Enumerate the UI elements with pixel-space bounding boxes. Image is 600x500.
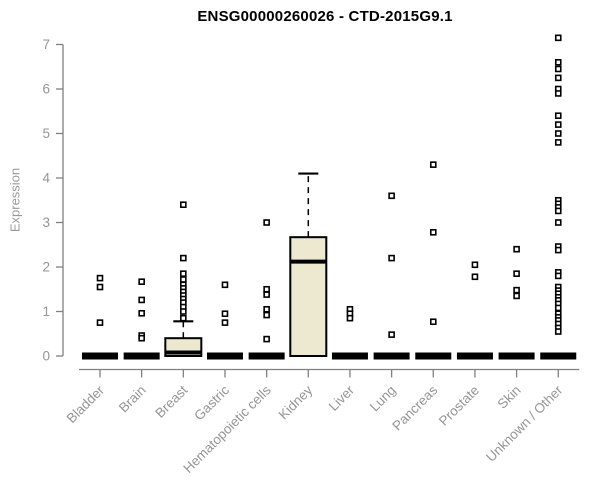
- outlier-point: [221, 319, 229, 326]
- y-tick-label: 7: [42, 37, 50, 52]
- x-category-label: Lung: [367, 383, 399, 415]
- y-tick-label: 1: [42, 304, 50, 319]
- collapsed-box: [540, 352, 577, 360]
- outlier-point: [138, 296, 145, 304]
- x-category-label: Gastric: [191, 382, 232, 423]
- outlier-point: [180, 314, 187, 322]
- y-tick-label: 0: [42, 349, 50, 364]
- outlier-point: [180, 201, 187, 208]
- collapsed-box: [123, 352, 160, 360]
- outlier-point: [263, 219, 270, 226]
- outlier-point: [554, 121, 562, 128]
- x-category-label: Bladder: [64, 382, 108, 426]
- collapsed-box: [331, 352, 368, 360]
- collapsed-box: [456, 352, 493, 360]
- outlier-point: [263, 335, 270, 343]
- outlier-point: [471, 261, 479, 269]
- x-category-label: Prostate: [436, 383, 482, 429]
- outlier-point: [96, 319, 104, 326]
- outlier-point: [554, 58, 562, 66]
- boxplot-group: Bladder: [64, 274, 118, 426]
- outlier-point: [471, 273, 479, 281]
- collapsed-box: [206, 352, 243, 360]
- x-category-label: Unknown / Other: [483, 382, 566, 465]
- x-category-label: Brain: [116, 383, 149, 416]
- outlier-point: [513, 245, 520, 253]
- outlier-point: [388, 331, 395, 338]
- boxplot-group: Liver: [326, 305, 368, 414]
- outlier-point: [513, 270, 520, 277]
- outlier-point: [263, 311, 270, 319]
- outlier-point: [554, 219, 562, 226]
- outlier-point: [388, 192, 395, 200]
- outlier-point: [513, 286, 520, 294]
- collapsed-box: [498, 352, 535, 360]
- boxplot-group: Breast: [152, 201, 203, 421]
- outlier-point: [554, 34, 562, 42]
- y-tick-label: 2: [42, 260, 50, 275]
- x-category-label: Skin: [495, 383, 524, 412]
- outlier-point: [554, 139, 562, 146]
- outlier-point: [554, 304, 562, 312]
- boxplot-group: Brain: [116, 278, 160, 416]
- outlier-point: [346, 314, 354, 322]
- outlier-point: [180, 270, 187, 277]
- outlier-point: [388, 254, 395, 262]
- x-category-label: Kidney: [276, 382, 316, 422]
- boxplot-group: Kidney: [276, 172, 328, 422]
- outlier-point: [138, 278, 145, 285]
- collapsed-box: [373, 352, 410, 360]
- collapsed-box: [82, 352, 118, 360]
- outlier-point: [554, 246, 562, 254]
- outlier-point: [221, 310, 229, 318]
- y-tick-label: 4: [42, 171, 50, 186]
- y-tick-label: 3: [42, 215, 50, 230]
- box-body: [289, 236, 328, 357]
- outlier-point: [554, 328, 562, 335]
- y-tick-label: 5: [42, 126, 50, 141]
- chart-title: ENSG00000260026 - CTD-2015G9.1: [197, 8, 453, 25]
- boxplot-group: Skin: [495, 245, 535, 412]
- outlier-point: [554, 65, 562, 73]
- boxplot-group: Prostate: [436, 261, 493, 429]
- outlier-point: [554, 130, 562, 137]
- outlier-point: [96, 274, 104, 282]
- outlier-point: [554, 272, 562, 280]
- collapsed-box: [415, 352, 452, 360]
- x-category-label: Pancreas: [389, 382, 440, 433]
- outlier-point: [429, 161, 437, 168]
- boxplot-group: Lung: [367, 192, 410, 415]
- outlier-point: [180, 308, 187, 315]
- outlier-point: [263, 305, 270, 313]
- outlier-point: [263, 291, 270, 298]
- collapsed-box: [248, 352, 285, 360]
- outlier-point: [138, 309, 145, 317]
- outlier-point: [263, 285, 270, 293]
- outlier-point: [180, 276, 187, 283]
- y-tick-label: 6: [42, 82, 50, 97]
- outlier-point: [554, 207, 562, 215]
- outlier-point: [221, 281, 229, 289]
- outlier-point: [513, 292, 520, 300]
- outlier-point: [554, 112, 562, 119]
- boxplot-group: Pancreas: [389, 161, 452, 433]
- outlier-point: [180, 254, 187, 262]
- x-category-label: Breast: [152, 382, 190, 420]
- x-category-label: Liver: [326, 382, 358, 414]
- outlier-point: [96, 283, 104, 291]
- outlier-point: [138, 334, 145, 342]
- outlier-point: [554, 74, 562, 82]
- outlier-point: [429, 318, 437, 326]
- outlier-point: [429, 228, 437, 236]
- outlier-point: [554, 90, 562, 97]
